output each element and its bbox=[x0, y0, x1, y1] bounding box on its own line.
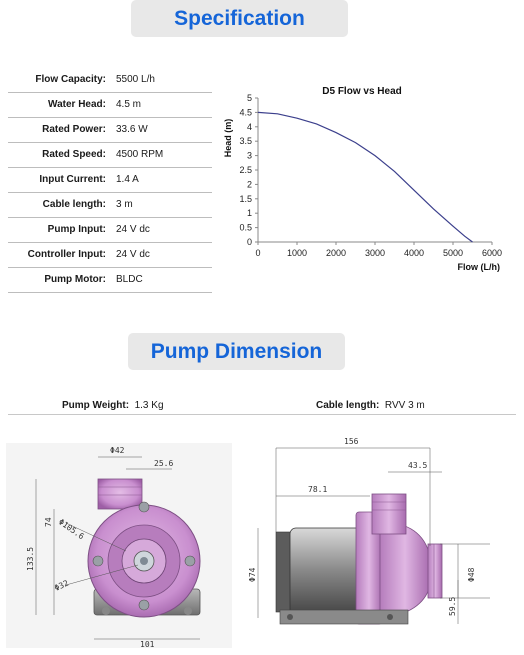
y-tick-label: 1.5 bbox=[239, 194, 252, 204]
pump-weight: Pump Weight: 1.3 Kg bbox=[62, 400, 164, 411]
y-tick-label: 4 bbox=[247, 122, 252, 132]
spec-value: BLDC bbox=[116, 274, 143, 285]
spec-label: Water Head: bbox=[48, 99, 106, 110]
spec-value: 4.5 m bbox=[116, 99, 142, 110]
pump-weight-value: 1.3 Kg bbox=[134, 400, 164, 411]
cable-length-value: RVV 3 m bbox=[384, 400, 425, 411]
dim-435: 43.5 bbox=[408, 461, 427, 470]
dim-74: 74 bbox=[44, 517, 53, 527]
spec-value: 1.4 A bbox=[116, 174, 139, 185]
divider bbox=[8, 414, 516, 415]
spec-row: Cable length: 3 m bbox=[8, 193, 212, 218]
pump-front-view-drawing: Φ42 25.6 74 Φ105.6 133.5 Φ32 101 bbox=[6, 443, 232, 648]
spec-value: 4500 RPM bbox=[116, 149, 164, 160]
pump-front-body bbox=[87, 478, 201, 618]
y-tick-label: 3.5 bbox=[239, 136, 252, 146]
spec-row: Pump Motor: BLDC bbox=[8, 268, 212, 293]
pump-side-body bbox=[275, 493, 443, 625]
x-tick-label: 0 bbox=[255, 248, 260, 258]
x-axis-label: Flow (L/h) bbox=[458, 262, 501, 272]
pump-dimension-title: Pump Dimension bbox=[128, 333, 345, 370]
spec-row: Pump Input: 24 V dc bbox=[8, 218, 212, 243]
spec-label: Input Current: bbox=[39, 174, 106, 185]
y-tick-label: 1 bbox=[247, 208, 252, 218]
x-tick-label: 4000 bbox=[404, 248, 424, 258]
cable-length-label: Cable length: bbox=[316, 400, 380, 411]
x-tick-label: 5000 bbox=[443, 248, 463, 258]
spec-label: Pump Motor: bbox=[44, 274, 106, 285]
spec-value: 24 V dc bbox=[116, 224, 150, 235]
y-axis-label: Head (m) bbox=[223, 119, 233, 158]
dim-d42: Φ42 bbox=[110, 446, 125, 455]
spec-row: Water Head: 4.5 m bbox=[8, 93, 212, 118]
dim-595: 59.5 bbox=[448, 597, 457, 616]
y-tick-label: 3 bbox=[247, 151, 252, 161]
x-tick-label: 6000 bbox=[482, 248, 502, 258]
chart-title: D5 Flow vs Head bbox=[322, 86, 401, 97]
y-tick-label: 5 bbox=[247, 93, 252, 103]
y-tick-label: 0.5 bbox=[239, 223, 252, 233]
cable-length: Cable length: RVV 3 m bbox=[316, 400, 425, 411]
spec-value: 3 m bbox=[116, 199, 133, 210]
spec-row: Rated Speed: 4500 RPM bbox=[8, 143, 212, 168]
spec-row: Flow Capacity: 5500 L/h bbox=[8, 68, 212, 93]
spec-row: Controller Input: 24 V dc bbox=[8, 243, 212, 268]
dim-781: 78.1 bbox=[308, 485, 327, 494]
dim-d48: Φ48 bbox=[467, 567, 476, 582]
x-tick-label: 1000 bbox=[287, 248, 307, 258]
dim-156: 156 bbox=[344, 437, 359, 446]
spec-label: Cable length: bbox=[42, 199, 106, 210]
y-tick-label: 2.5 bbox=[239, 165, 252, 175]
x-tick-label: 2000 bbox=[326, 248, 346, 258]
spec-label: Rated Speed: bbox=[42, 149, 106, 160]
spec-value: 33.6 W bbox=[116, 124, 148, 135]
y-tick-label: 2 bbox=[247, 179, 252, 189]
flow-head-curve bbox=[257, 111, 473, 243]
spec-value: 5500 L/h bbox=[116, 74, 155, 85]
dim-256: 25.6 bbox=[154, 459, 173, 468]
dim-d74: Φ74 bbox=[248, 567, 257, 582]
y-tick-label: 4.5 bbox=[239, 107, 252, 117]
dim-101: 101 bbox=[140, 640, 155, 648]
spec-row: Input Current: 1.4 A bbox=[8, 168, 212, 193]
spec-value: 24 V dc bbox=[116, 249, 150, 260]
spec-row: Rated Power: 33.6 W bbox=[8, 118, 212, 143]
specification-title: Specification bbox=[131, 0, 348, 37]
spec-label: Pump Input: bbox=[47, 224, 106, 235]
spec-label: Rated Power: bbox=[42, 124, 106, 135]
y-tick-label: 0 bbox=[247, 237, 252, 247]
flow-head-chart: D5 Flow vs Head Head (m) Flow (L/h) 0 0.5… bbox=[223, 86, 502, 272]
pump-side-view-drawing: 156 43.5 78.1 Φ74 Φ48 59.5 bbox=[248, 437, 490, 625]
spec-label: Flow Capacity: bbox=[35, 74, 106, 85]
pump-weight-label: Pump Weight: bbox=[62, 400, 130, 411]
x-tick-label: 3000 bbox=[365, 248, 385, 258]
dim-1335: 133.5 bbox=[26, 547, 35, 571]
spec-label: Controller Input: bbox=[27, 249, 106, 260]
